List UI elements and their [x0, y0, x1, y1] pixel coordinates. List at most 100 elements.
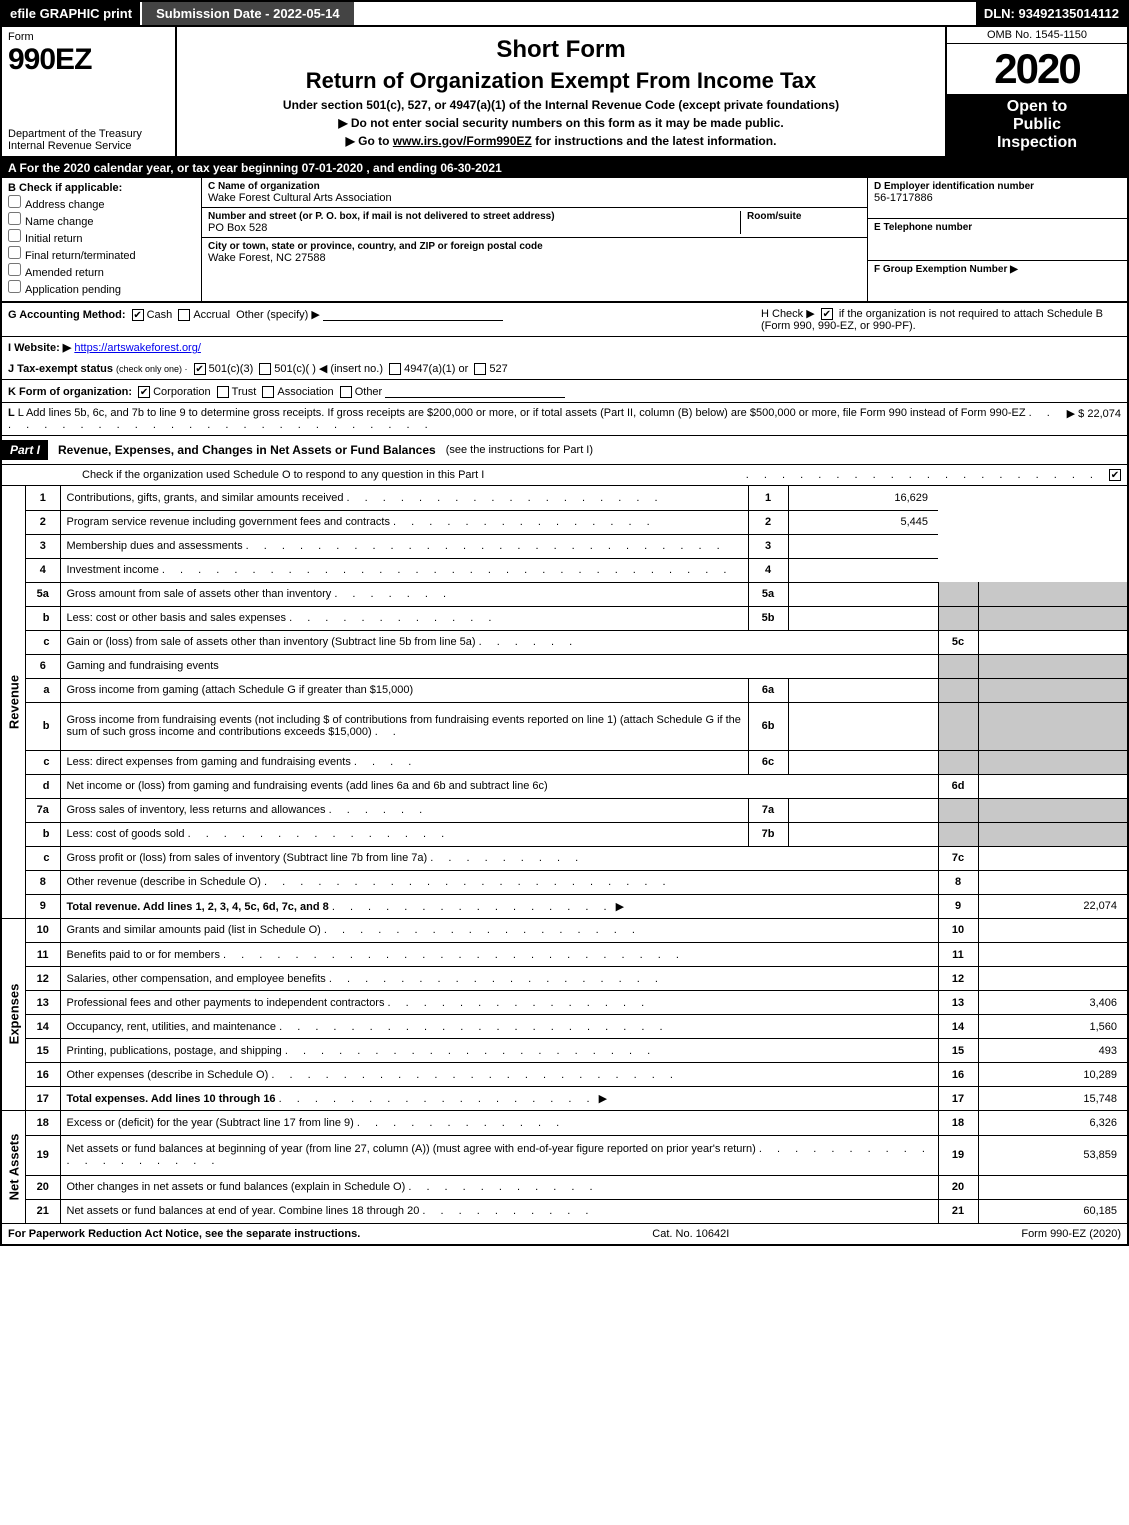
opt-association: Association: [277, 386, 333, 398]
website-link[interactable]: https://artswakeforest.org/: [74, 342, 201, 354]
netassets-vlabel: Net Assets: [0, 1111, 26, 1224]
chk-corporation[interactable]: [138, 386, 150, 398]
instruction-ssn: ▶ Do not enter social security numbers o…: [183, 116, 939, 130]
omb-number: OMB No. 1545-1150: [947, 27, 1127, 44]
box-d: D Employer identification number 56-1717…: [868, 178, 1127, 219]
opt-other: Other (specify) ▶: [236, 309, 320, 321]
row-7b: bLess: cost of goods sold . . . . . . . …: [26, 822, 1128, 846]
chk-accrual[interactable]: [178, 309, 190, 321]
chk-name-change[interactable]: Name change: [8, 212, 195, 228]
chk-association[interactable]: [262, 386, 274, 398]
open-to-public: Open to Public Inspection: [947, 94, 1127, 156]
line-j: J Tax-exempt status (check only one) · 5…: [0, 358, 1129, 380]
chk-schedule-b-not-required[interactable]: [821, 308, 833, 320]
part-i-label: Part I: [2, 440, 48, 460]
row-18: 18Excess or (deficit) for the year (Subt…: [26, 1111, 1128, 1135]
other-specify-input[interactable]: [323, 307, 503, 321]
chk-initial-return[interactable]: Initial return: [8, 229, 195, 245]
chk-cash[interactable]: [132, 309, 144, 321]
org-name-value: Wake Forest Cultural Arts Association: [208, 192, 861, 204]
opt-other-org: Other: [355, 386, 383, 398]
line-i: I Website: ▶ https://artswakeforest.org/: [0, 337, 1129, 358]
topbar-spacer: [356, 2, 976, 25]
chk-application-pending[interactable]: Application pending: [8, 280, 195, 296]
tax-exempt-label: J Tax-exempt status: [8, 363, 113, 375]
box-e: E Telephone number: [868, 219, 1127, 260]
row-1: 1Contributions, gifts, grants, and simil…: [26, 486, 1128, 510]
opt-cash: Cash: [147, 309, 173, 321]
row-6a: aGross income from gaming (attach Schedu…: [26, 678, 1128, 702]
part-i-header-row: Part I Revenue, Expenses, and Changes in…: [0, 436, 1129, 465]
tax-exempt-note: (check only one) ·: [116, 364, 188, 374]
header-left: Form 990EZ Department of the Treasury In…: [2, 27, 177, 156]
chk-527[interactable]: [474, 363, 486, 375]
block-bcdef: B Check if applicable: Address change Na…: [0, 178, 1129, 303]
line-g-label: G Accounting Method:: [8, 309, 126, 321]
row-6c: cLess: direct expenses from gaming and f…: [26, 750, 1128, 774]
street-label: Number and street (or P. O. box, if mail…: [208, 211, 734, 222]
chk-schedule-o-used[interactable]: [1109, 469, 1121, 481]
irs-link[interactable]: www.irs.gov/Form990EZ: [393, 134, 532, 148]
chk-amended-return[interactable]: Amended return: [8, 263, 195, 279]
row-3: 3Membership dues and assessments . . . .…: [26, 534, 1128, 558]
footer-right: Form 990-EZ (2020): [1021, 1228, 1121, 1240]
dept-treasury: Department of the Treasury: [8, 128, 169, 140]
opt-527: 527: [489, 363, 507, 375]
row-20: 20Other changes in net assets or fund ba…: [26, 1175, 1128, 1199]
box-f: F Group Exemption Number ▶: [868, 261, 1127, 301]
title-short-form: Short Form: [183, 36, 939, 64]
chk-address-change[interactable]: Address change: [8, 195, 195, 211]
form-word: Form: [8, 31, 169, 43]
expenses-section: Expenses 10Grants and similar amounts pa…: [0, 919, 1129, 1112]
revenue-section: Revenue 1Contributions, gifts, grants, a…: [0, 486, 1129, 919]
line-l: L L Add lines 5b, 6c, and 7b to line 9 t…: [0, 403, 1129, 436]
row-7c: cGross profit or (loss) from sales of in…: [26, 846, 1128, 870]
row-9: 9Total revenue. Add lines 1, 2, 3, 4, 5c…: [26, 894, 1128, 918]
chk-trust[interactable]: [217, 386, 229, 398]
chk-501c3[interactable]: [194, 363, 206, 375]
room-label: Room/suite: [747, 211, 861, 222]
row-13: 13Professional fees and other payments t…: [26, 991, 1128, 1015]
opt-4947a1: 4947(a)(1) or: [404, 363, 468, 375]
form-number: 990EZ: [8, 43, 169, 77]
phone-label: E Telephone number: [874, 222, 1121, 233]
row-6: 6Gaming and fundraising events: [26, 654, 1128, 678]
city-row: City or town, state or province, country…: [202, 238, 867, 267]
line-k: K Form of organization: Corporation Trus…: [0, 380, 1129, 403]
box-b: B Check if applicable: Address change Na…: [2, 178, 202, 301]
box-def: D Employer identification number 56-1717…: [867, 178, 1127, 301]
revenue-vlabel: Revenue: [0, 486, 26, 919]
form-org-label: K Form of organization:: [8, 386, 132, 398]
part-i-note-row: Check if the organization used Schedule …: [0, 465, 1129, 486]
line-l-text: L Add lines 5b, 6c, and 7b to line 9 to …: [18, 407, 1026, 419]
chk-4947a1[interactable]: [389, 363, 401, 375]
line-h-pre: H Check ▶: [761, 308, 815, 320]
group-exemption-label: F Group Exemption Number ▶: [874, 264, 1121, 275]
opt-501c3: 501(c)(3): [209, 363, 254, 375]
open-line1: Open to: [951, 98, 1123, 116]
chk-other-org[interactable]: [340, 386, 352, 398]
opt-501c: 501(c)( ) ◀ (insert no.): [274, 363, 383, 375]
city-value: Wake Forest, NC 27588: [208, 252, 861, 264]
row-14: 14Occupancy, rent, utilities, and mainte…: [26, 1015, 1128, 1039]
other-org-input[interactable]: [385, 384, 565, 398]
ein-label: D Employer identification number: [874, 181, 1121, 192]
ein-value: 56-1717886: [874, 192, 1121, 204]
row-4: 4Investment income . . . . . . . . . . .…: [26, 558, 1128, 582]
efile-print-label[interactable]: efile GRAPHIC print: [2, 2, 140, 25]
part-i-paren: (see the instructions for Part I): [446, 444, 593, 456]
chk-501c[interactable]: [259, 363, 271, 375]
row-6b: bGross income from fundraising events (n…: [26, 702, 1128, 750]
inst2-post: for instructions and the latest informat…: [532, 134, 777, 148]
org-name-label: C Name of organization: [208, 181, 861, 192]
title-return: Return of Organization Exempt From Incom…: [183, 68, 939, 94]
row-5c: cGain or (loss) from sale of assets othe…: [26, 630, 1128, 654]
row-19: 19Net assets or fund balances at beginni…: [26, 1135, 1128, 1175]
line-l-amount: ▶ $ 22,074: [1057, 407, 1121, 431]
row-12: 12Salaries, other compensation, and empl…: [26, 967, 1128, 991]
header-middle: Short Form Return of Organization Exempt…: [177, 27, 947, 156]
department-label: Department of the Treasury Internal Reve…: [8, 128, 169, 152]
row-5a: 5aGross amount from sale of assets other…: [26, 582, 1128, 606]
subtitle-section: Under section 501(c), 527, or 4947(a)(1)…: [183, 98, 939, 112]
chk-final-return[interactable]: Final return/terminated: [8, 246, 195, 262]
